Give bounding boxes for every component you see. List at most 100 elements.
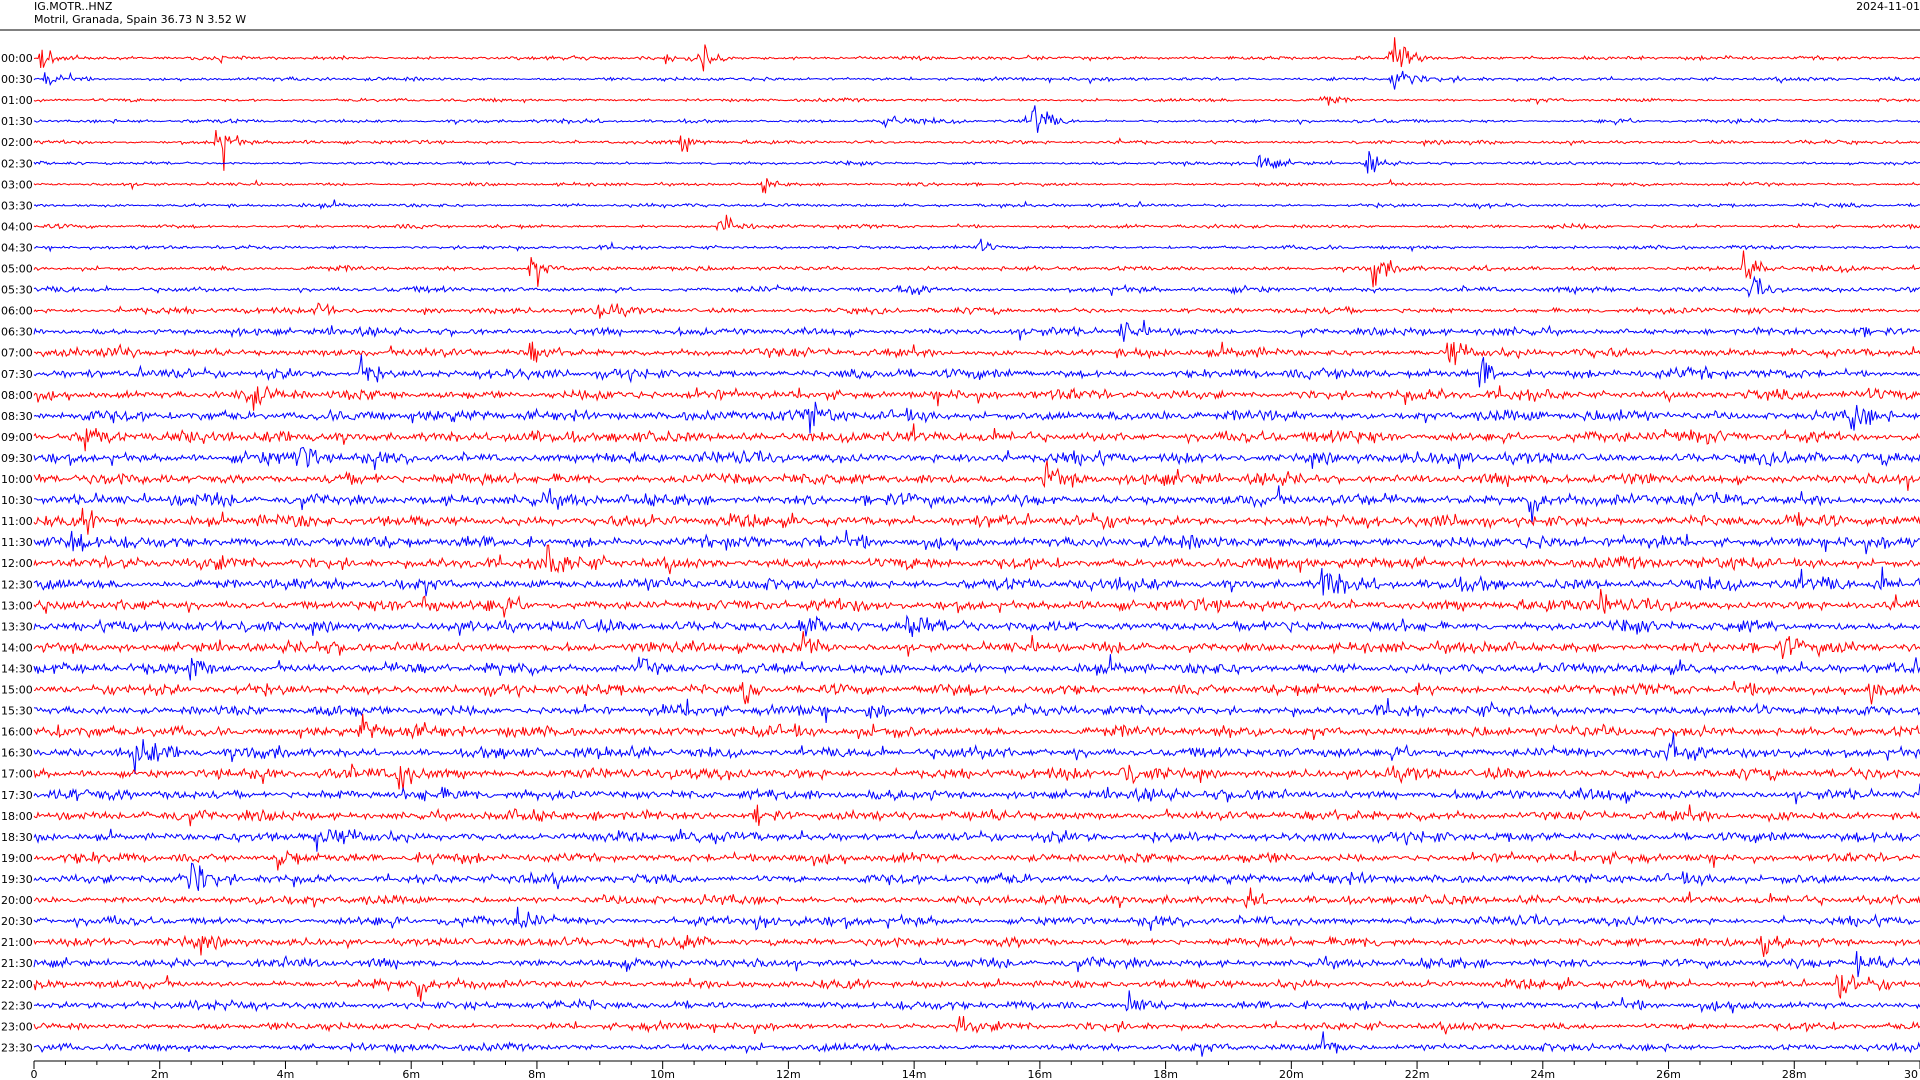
x-tick-label: 22m <box>1405 1068 1430 1080</box>
row-label: 02:30 <box>1 157 33 170</box>
row-label: 09:30 <box>1 452 33 465</box>
row-label: 23:30 <box>1 1041 33 1054</box>
row-label: 12:30 <box>1 578 33 591</box>
row-label: 08:00 <box>1 389 33 402</box>
trace-row-1430 <box>33 654 1920 681</box>
row-label: 12:00 <box>1 557 33 570</box>
trace-row-1000 <box>33 460 1920 491</box>
trace-row-1100 <box>33 507 1920 535</box>
x-tick-label: 0 <box>31 1068 38 1080</box>
x-tick-label: 26m <box>1656 1068 1681 1080</box>
trace-row-1730 <box>33 783 1920 805</box>
trace-row-2300 <box>33 1016 1920 1035</box>
trace-row-0700 <box>34 341 1920 366</box>
row-label: 06:30 <box>1 326 33 339</box>
row-label: 17:00 <box>1 768 33 781</box>
trace-row-1700 <box>33 763 1920 791</box>
trace-row-1230 <box>33 566 1920 597</box>
trace-row-1830 <box>33 828 1920 852</box>
row-label: 14:00 <box>1 641 33 654</box>
trace-row-0330 <box>33 199 1920 210</box>
trace-row-0400 <box>33 214 1920 232</box>
row-label: 17:30 <box>1 789 33 802</box>
row-label: 06:00 <box>1 305 33 318</box>
trace-row-2330 <box>33 1031 1920 1057</box>
trace-row-0930 <box>33 446 1920 471</box>
trace-row-0030 <box>33 70 1920 90</box>
trace-row-0630 <box>33 319 1920 342</box>
row-label: 16:00 <box>1 726 33 739</box>
trace-row-1630 <box>33 732 1920 775</box>
trace-row-2100 <box>33 934 1920 957</box>
x-tick-label: 18m <box>1153 1068 1178 1080</box>
row-label: 19:30 <box>1 873 33 886</box>
trace-row-1530 <box>33 697 1920 723</box>
row-label: 13:00 <box>1 599 33 612</box>
row-label: 11:30 <box>1 536 33 549</box>
trace-row-1500 <box>33 680 1920 705</box>
trace-row-1200 <box>33 544 1920 575</box>
row-label: 18:30 <box>1 831 33 844</box>
x-tick-label: 10m <box>650 1068 675 1080</box>
row-label: 10:30 <box>1 494 33 507</box>
row-label: 00:30 <box>1 73 33 86</box>
row-label: 21:30 <box>1 957 33 970</box>
trace-row-0000 <box>33 37 1920 72</box>
trace-row-0100 <box>33 95 1920 106</box>
station-code: IG.MOTR..HNZ <box>34 0 113 13</box>
x-tick-label: 24m <box>1530 1068 1555 1080</box>
trace-row-0530 <box>33 275 1920 298</box>
x-tick-label: 28m <box>1782 1068 1807 1080</box>
trace-row-0800 <box>33 385 1920 411</box>
row-label: 19:00 <box>1 852 33 865</box>
trace-row-2130 <box>33 951 1920 978</box>
row-label: 03:30 <box>1 199 33 212</box>
trace-row-2000 <box>33 887 1920 910</box>
row-label: 03:00 <box>1 178 33 191</box>
trace-row-1030 <box>33 485 1920 524</box>
trace-row-0900 <box>33 423 1920 452</box>
date-label: 2024-11-01 <box>1856 0 1920 13</box>
row-label: 01:00 <box>1 94 33 107</box>
row-label: 13:30 <box>1 620 33 633</box>
row-label: 01:30 <box>1 115 33 128</box>
row-label: 09:00 <box>1 431 33 444</box>
x-tick-label: 8m <box>528 1068 546 1080</box>
row-label: 05:00 <box>1 263 33 276</box>
row-label: 00:00 <box>1 52 33 65</box>
trace-row-1130 <box>33 529 1920 555</box>
trace-row-0430 <box>33 238 1920 253</box>
row-label: 23:00 <box>1 1020 33 1033</box>
row-label: 22:30 <box>1 999 33 1012</box>
trace-row-2230 <box>33 990 1920 1014</box>
row-label: 15:00 <box>1 684 33 697</box>
trace-rows: 00:00 00:30 01:00 01:30 02:00 02:30 03:00 03:30… <box>1 37 1920 1057</box>
trace-row-0300 <box>33 178 1920 194</box>
trace-row-1330 <box>33 614 1920 638</box>
x-tick-label: 20m <box>1279 1068 1304 1080</box>
trace-row-2030 <box>33 906 1920 931</box>
x-tick-label: 2m <box>151 1068 169 1080</box>
row-label: 10:00 <box>1 473 33 486</box>
x-axis: 0 2m 4m 6m 8m 10m 12m 14m 16m 18m 20m 22m 24m 26m 28m 3… <box>31 1060 1920 1080</box>
trace-row-0500 <box>33 250 1920 288</box>
x-tick-label: 4m <box>277 1068 295 1080</box>
trace-row-0200 <box>33 130 1920 171</box>
station-location: Motril, Granada, Spain 36.73 N 3.52 W <box>34 13 247 26</box>
row-label: 14:30 <box>1 662 33 675</box>
trace-row-1800 <box>33 804 1920 827</box>
row-label: 05:30 <box>1 284 33 297</box>
row-label: 08:30 <box>1 410 33 423</box>
row-label: 04:30 <box>1 241 33 254</box>
row-label: 20:30 <box>1 915 33 928</box>
x-tick-label: 16m <box>1028 1068 1053 1080</box>
trace-row-0130 <box>33 105 1920 133</box>
x-tick-label: 14m <box>902 1068 927 1080</box>
row-label: 18:00 <box>1 810 33 823</box>
row-label: 11:00 <box>1 515 33 528</box>
trace-row-0830 <box>33 401 1920 434</box>
trace-row-1900 <box>33 849 1920 871</box>
row-label: 21:00 <box>1 936 33 949</box>
trace-row-2200 <box>33 973 1920 1002</box>
